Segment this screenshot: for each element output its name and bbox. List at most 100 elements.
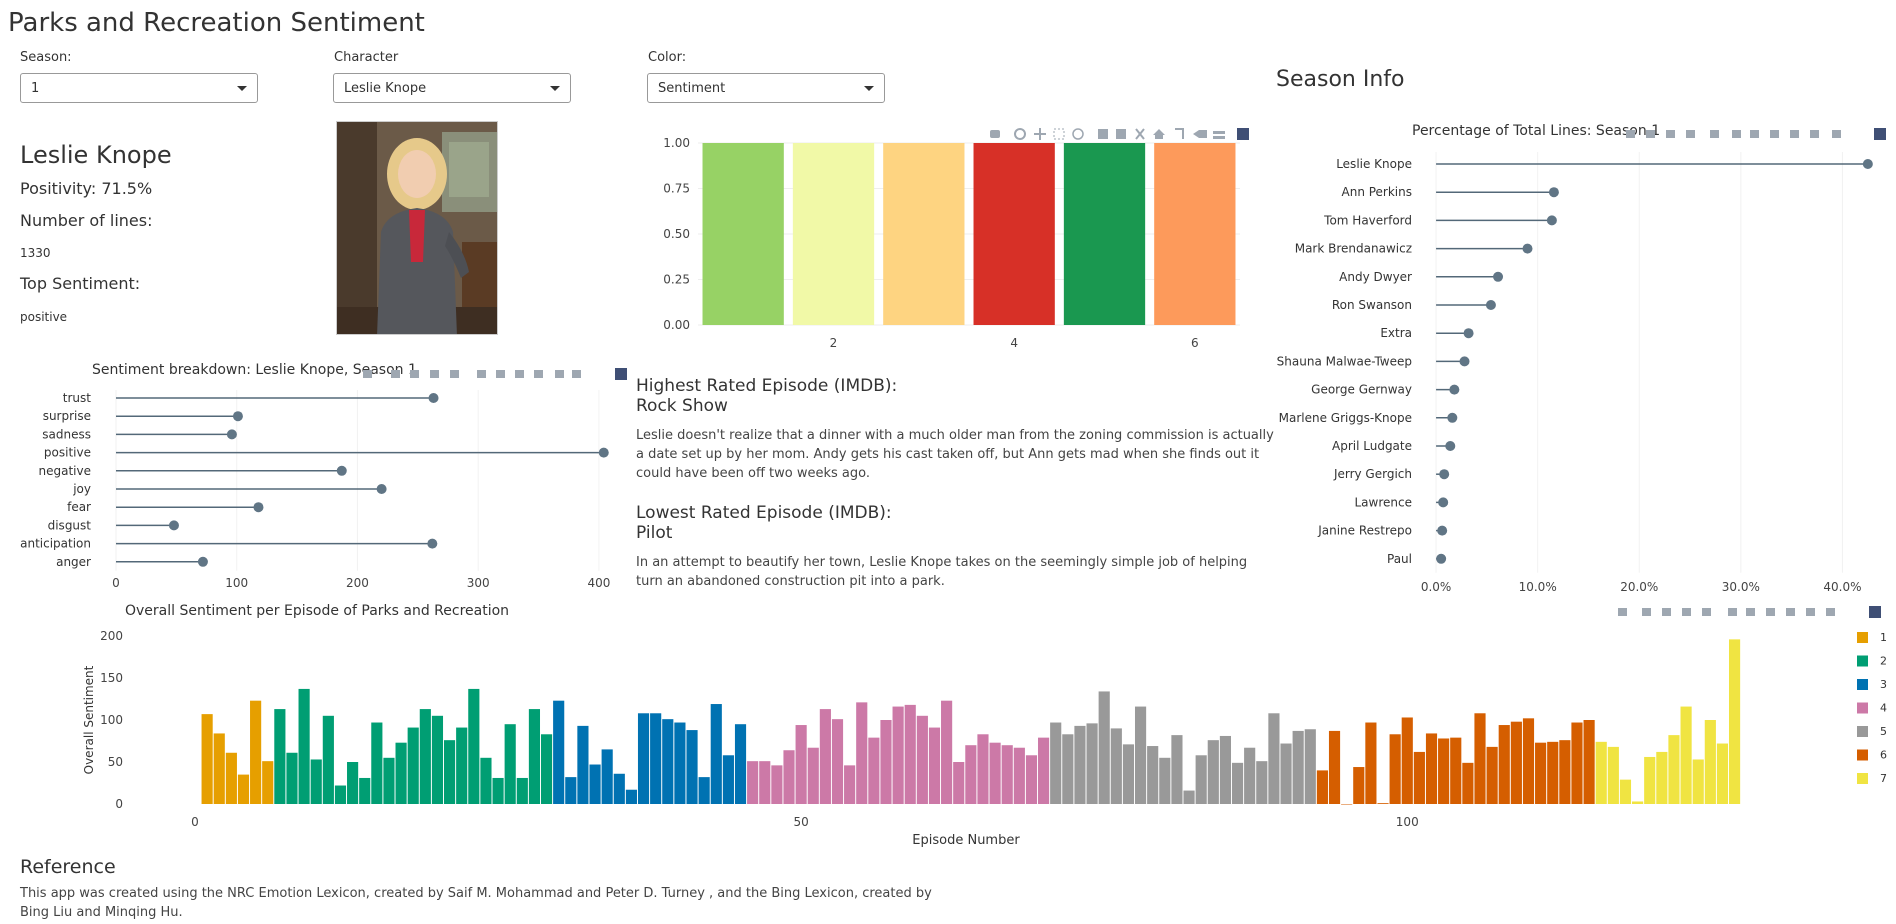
bar [1147,746,1159,804]
y-tick-label: Tom Haverford [1323,213,1412,227]
bar [480,757,492,804]
bar [698,777,710,804]
bar [795,725,807,804]
box-select-icon[interactable] [1053,128,1065,140]
x-tick-label: 100 [1396,815,1419,829]
home-icon[interactable] [1153,129,1165,139]
bar [468,688,480,804]
bar [1134,706,1147,804]
bar [383,757,395,804]
y-tick-label: Lawrence [1355,495,1413,509]
toolbar-icon [1810,130,1819,138]
bar [904,704,916,804]
lollipop-point [1548,187,1559,198]
y-tick-label: Ron Swanson [1332,298,1412,312]
toolbar-icon [363,370,372,378]
bar [1510,721,1522,804]
toolbar-icon [430,370,439,378]
bar [1619,779,1632,804]
zoom-out-icon[interactable] [1116,129,1126,139]
lollipop-point [336,465,347,476]
y-tick-label: trust [63,391,91,405]
camera-icon[interactable] [990,130,1000,138]
bar [250,700,262,804]
character-label: Character [334,50,399,65]
overall-sentiment-chart: Overall Sentiment per Episode of Parks a… [82,603,1887,848]
y-tick-label: Jerry Gergich [1333,467,1412,481]
bar [540,734,553,804]
bar [807,747,819,804]
bar [1692,759,1704,804]
chart-toolbar[interactable] [985,126,1255,142]
bar [1025,755,1038,804]
legend-label: 4 [1880,702,1887,715]
plotly-logo-icon[interactable] [1237,128,1249,140]
bar [1086,723,1098,804]
bar [1401,717,1413,804]
color-dropdown[interactable]: Sentiment [647,73,885,103]
bar [1231,762,1244,804]
character-dropdown-value: Leslie Knope [344,80,427,96]
lasso-icon[interactable] [1072,128,1084,140]
y-tick-label: Paul [1387,552,1412,566]
bar [443,740,456,804]
lollipop-point [598,447,609,458]
top-sentiment-label: Top Sentiment: [20,274,141,293]
x-tick-label: 0.0% [1421,580,1452,594]
toolbar-icon [1702,608,1711,616]
highest-rated-description: Leslie doesn't realize that a dinner wit… [636,428,1274,481]
autoscale-icon[interactable] [1135,128,1145,140]
x-tick-label: 100 [225,576,248,590]
bar [650,713,662,804]
reference-text-line1: This app was created using the NRC Emoti… [20,886,932,901]
bar [1728,639,1741,804]
x-tick-label: 40.0% [1823,580,1861,594]
toolbar-icon [572,370,581,378]
pan-icon[interactable] [1034,128,1046,140]
season-dropdown-value: 1 [31,80,40,96]
y-tick-label: sadness [42,427,91,441]
hover-closest-icon[interactable] [1193,130,1207,138]
legend-label: 7 [1880,772,1887,785]
bar [419,709,431,804]
spike-icon[interactable] [1175,128,1184,139]
bar [1607,746,1619,804]
toolbar-icon [496,370,505,378]
bar [225,752,237,804]
toolbar-icon [477,370,486,378]
zoom-in-icon[interactable] [1098,129,1108,139]
y-tick-label: Shauna Malwae-Tweep [1277,354,1412,368]
bar [431,715,444,804]
top-sentiment-value: positive [20,310,68,324]
bar [1171,735,1183,804]
hover-compare-icon[interactable] [1213,136,1225,139]
toolbar-icon [1732,130,1741,138]
bar [492,777,504,804]
season-dropdown[interactable]: 1 [20,73,258,103]
y-tick-label: joy [72,482,91,496]
bar [395,742,407,804]
bar [237,774,250,804]
character-dropdown[interactable]: Leslie Knope [333,73,571,103]
zoom-icon[interactable] [1014,128,1026,140]
lollipop-point [1485,300,1496,310]
bar [371,722,383,804]
bar [1644,756,1656,804]
y-tick-label: surprise [43,409,91,423]
hover-compare-icon[interactable] [1213,131,1225,134]
bar [1425,733,1438,804]
plotly-logo-icon [1874,128,1886,140]
season-label: Season: [20,50,72,65]
bar [1063,143,1146,325]
bar [637,713,650,804]
bar [1522,718,1535,804]
positivity-stat: Positivity: 71.5% [20,179,153,198]
toolbar-icon [1750,130,1759,138]
bar [819,709,831,804]
lollipop-point [1459,356,1470,367]
chart-title: Percentage of Total Lines: Season 1 [1412,123,1660,139]
toolbar-icon [450,370,459,378]
bar [565,777,577,804]
x-tick-label: 400 [587,576,610,590]
bar [883,143,965,325]
